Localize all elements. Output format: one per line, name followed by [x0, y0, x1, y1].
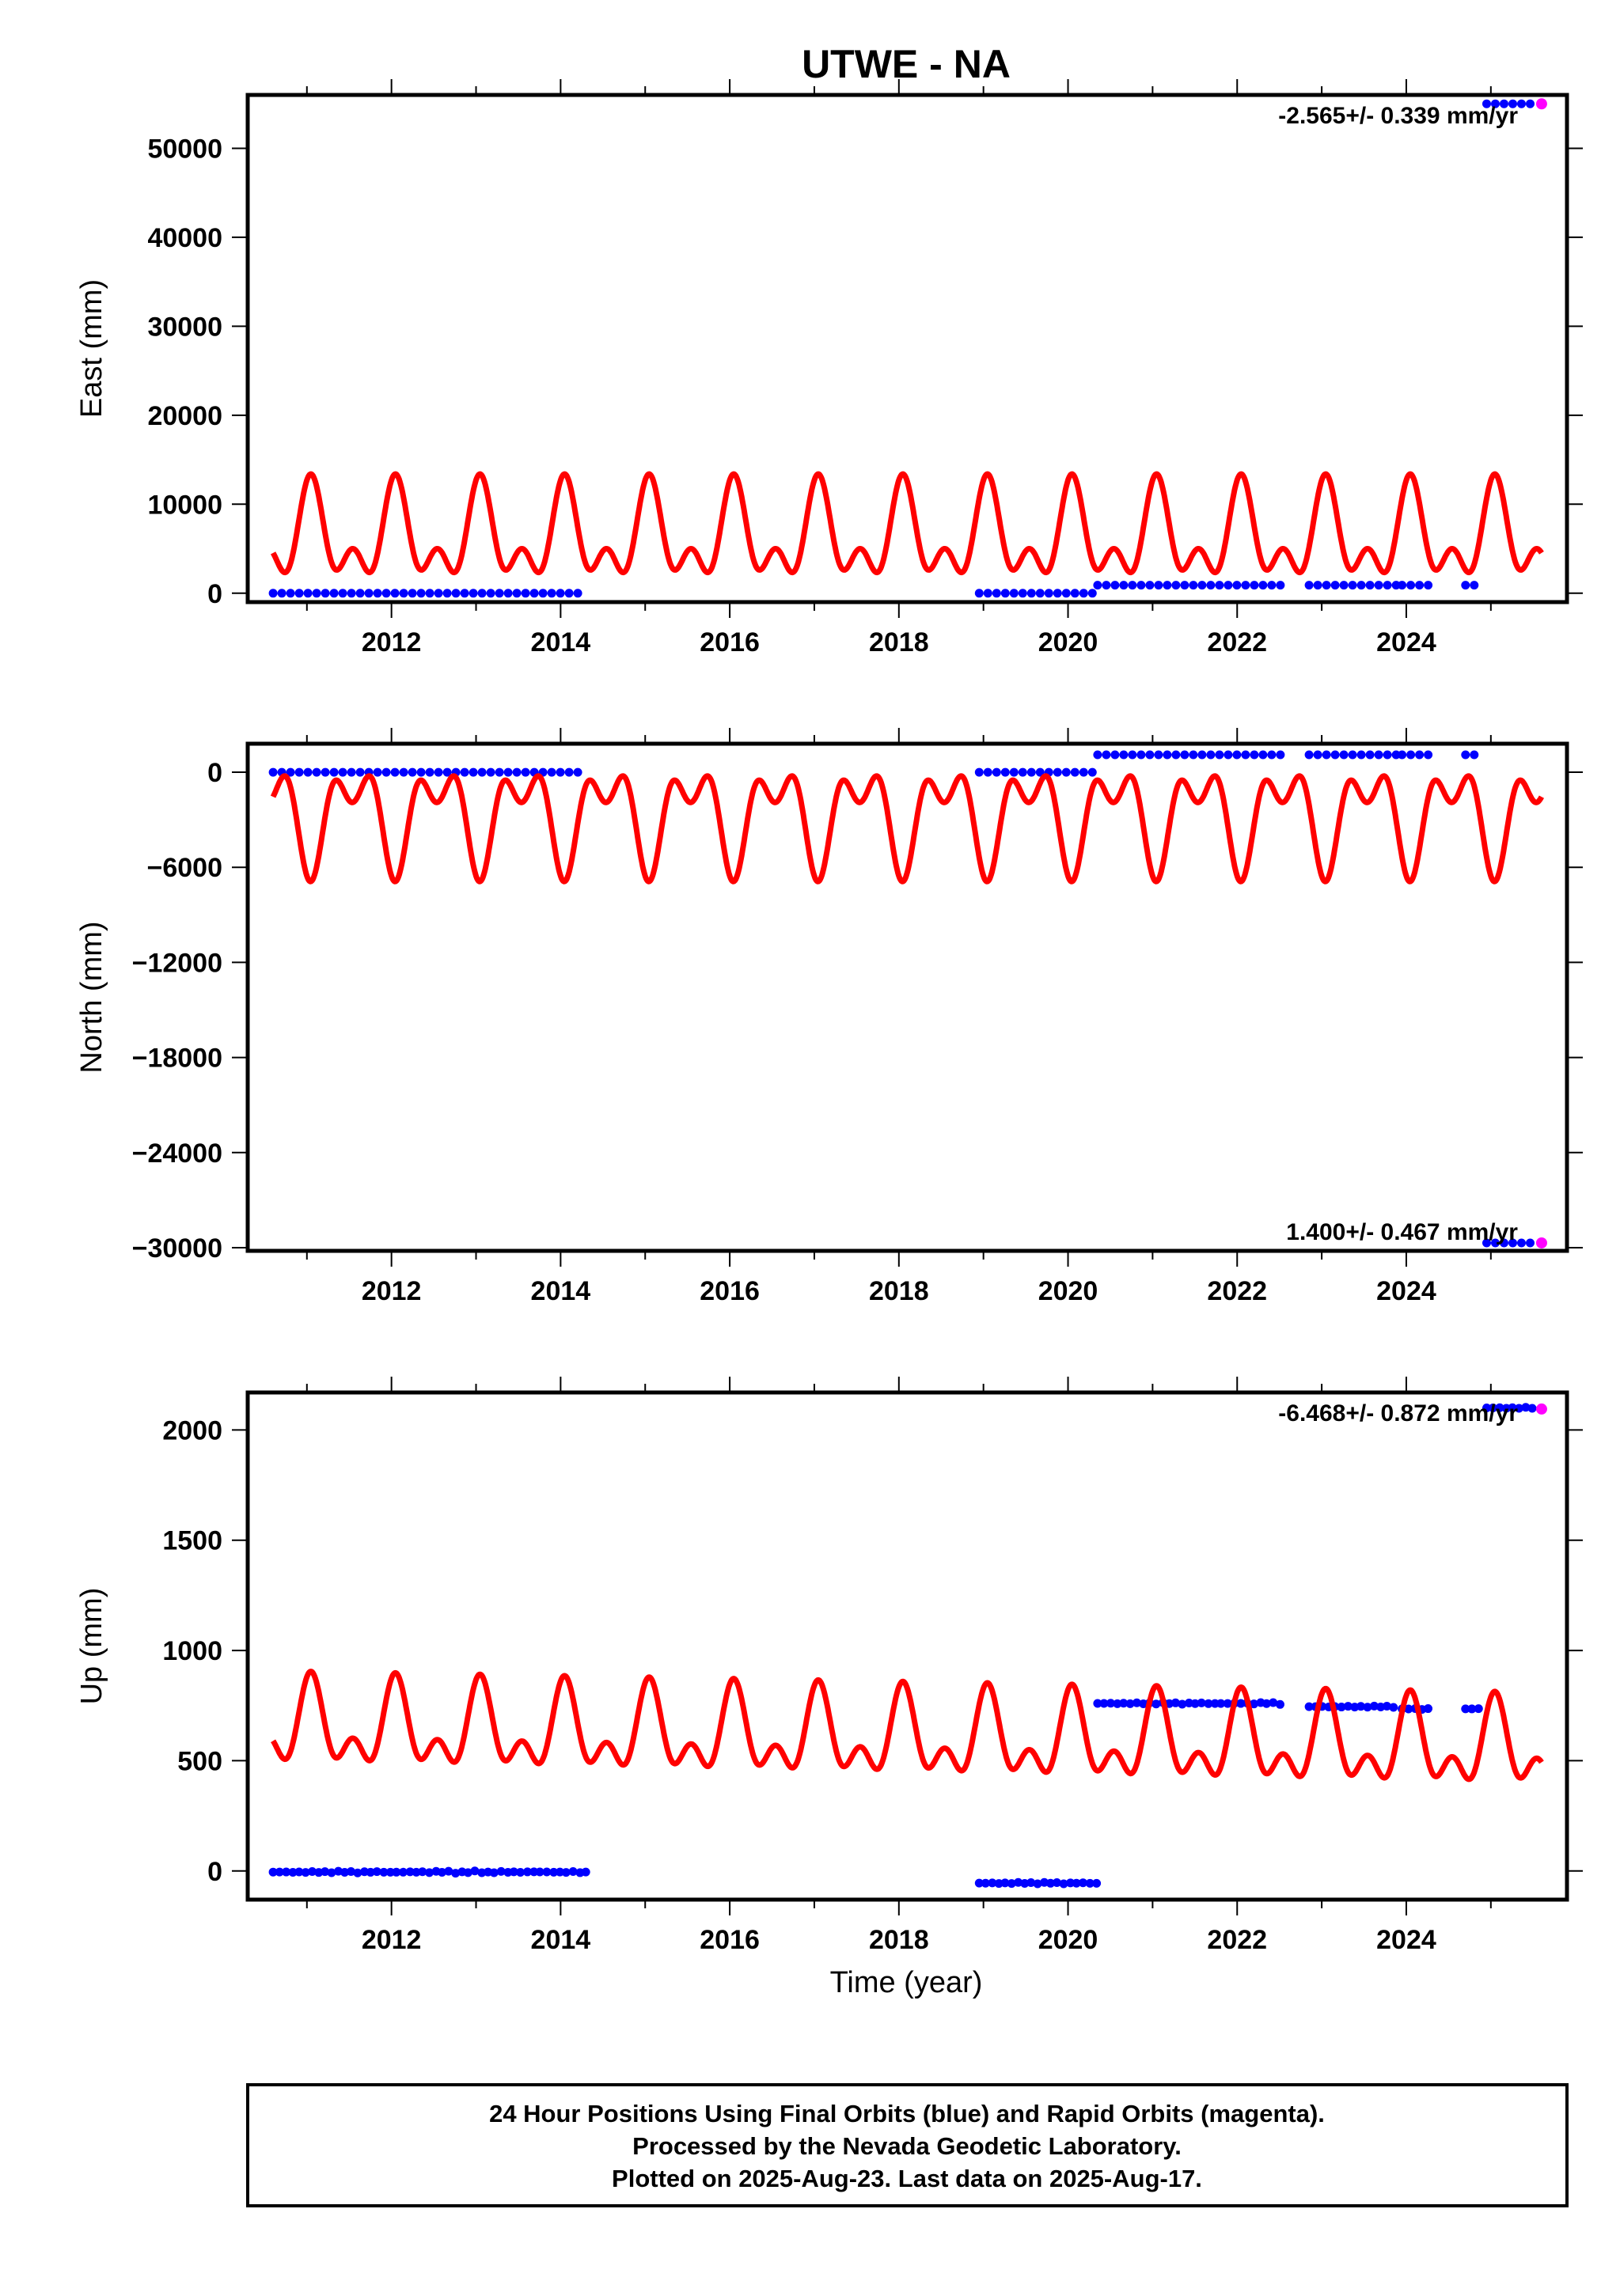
up-panel: 2012 2014 2016 2018 2020 2022 2024 0 500 1000 1500…: [75, 1377, 1583, 1955]
x-axis-label: Time (year): [830, 1966, 983, 1999]
north-panel: 2012 2014 2016 2018 2020 2022 2024 0 −6000 −12000…: [75, 728, 1583, 1306]
north-x-tick-label: 2020: [1038, 1276, 1098, 1306]
up-final-segment: [1461, 1703, 1487, 1714]
up-y-tick-label: 1000: [162, 1636, 222, 1666]
north-y-tick-label: −6000: [147, 853, 223, 883]
north-y-axis-label: North (mm): [75, 921, 108, 1073]
east-y-tick-label: 20000: [147, 401, 222, 431]
east-rapid-point: [1535, 98, 1547, 110]
north-x-tick-label: 2012: [362, 1276, 422, 1306]
up-series: [268, 1402, 1547, 1889]
east-x-tick-label: 2014: [531, 627, 591, 657]
up-y-axis-label: Up (mm): [75, 1588, 108, 1705]
up-y-tick-label: 0: [207, 1857, 222, 1887]
panels: 2012 2014 2016 2018 2020 2022 2024010000200003…: [75, 79, 1583, 1955]
up-final-segment: [1093, 1697, 1288, 1710]
east-panel: 2012 2014 2016 2018 2020 2022 2024 0 10000 20000 3…: [75, 79, 1583, 657]
east-x-tick-label: 2020: [1038, 627, 1098, 657]
east-series: [268, 98, 1547, 598]
north-x-tick-label: 2016: [700, 1276, 760, 1306]
footer-line-2: Processed by the Nevada Geodetic Laborat…: [632, 2132, 1182, 2160]
footer-line-3: Plotted on 2025-Aug-23. Last data on 202…: [612, 2165, 1202, 2192]
north-y-tick-label: 0: [207, 758, 222, 788]
up-model-curve: [271, 1669, 1544, 1783]
up-y-tick-label: 1500: [162, 1526, 222, 1556]
north-frame: [245, 741, 1569, 1253]
up-x-tick-label: 2016: [700, 1925, 760, 1955]
up-x-tick-label: 2020: [1038, 1925, 1098, 1955]
east-y-axis-label: East (mm): [75, 279, 108, 418]
east-x-tick-label: 2012: [362, 627, 422, 657]
east-y-tick-label: 30000: [147, 312, 222, 342]
up-final-segment: [1304, 1701, 1402, 1713]
north-rapid-point: [1535, 1237, 1547, 1248]
north-y-tick-label: −18000: [132, 1044, 222, 1074]
figure-title: UTWE - NA: [802, 42, 1011, 86]
north-x-tick-label: 2018: [869, 1276, 929, 1306]
north-series: [268, 750, 1547, 1248]
up-rate-label: -6.468+/- 0.872 mm/yr: [1278, 1400, 1518, 1426]
up-x-tick-label: 2012: [362, 1925, 422, 1955]
east-x-tick-label: 2018: [869, 627, 929, 657]
up-final-segment: [268, 1866, 590, 1878]
up-final-segment: [974, 1877, 1102, 1889]
up-final-segment: [1482, 1402, 1542, 1414]
north-model-curve: [270, 773, 1544, 885]
east-y-tick-label: 10000: [147, 490, 222, 520]
footer-line-1: 24 Hour Positions Using Final Orbits (bl…: [489, 2100, 1325, 2127]
up-x-tick-label: 2022: [1207, 1925, 1267, 1955]
east-model-curve: [271, 471, 1544, 576]
north-x-tick-label: 2014: [531, 1276, 591, 1306]
up-x-tick-label: 2024: [1376, 1925, 1436, 1955]
north-x-tick-label: 2024: [1376, 1276, 1436, 1306]
up-x-tick-label: 2014: [531, 1925, 591, 1955]
east-x-tick-label: 2024: [1376, 627, 1436, 657]
up-rapid-point: [1535, 1403, 1547, 1415]
east-rate-label: -2.565+/- 0.339 mm/yr: [1278, 103, 1518, 129]
north-rate-label: 1.400+/- 0.467 mm/yr: [1286, 1219, 1518, 1245]
footer-box: 24 Hour Positions Using Final Orbits (bl…: [246, 2083, 1569, 2207]
east-x-tick-label: 2016: [700, 627, 760, 657]
up-y-tick-label: 500: [177, 1746, 222, 1776]
east-frame: [245, 93, 1569, 604]
north-y-tick-label: −24000: [132, 1139, 222, 1169]
east-y-tick-label: 0: [207, 579, 222, 609]
north-x-tick-label: 2022: [1207, 1276, 1267, 1306]
up-y-tick-label: 2000: [162, 1415, 222, 1445]
up-frame: [245, 1390, 1569, 1902]
up-x-tick-label: 2018: [869, 1925, 929, 1955]
north-y-tick-label: −30000: [132, 1233, 222, 1264]
east-x-tick-label: 2022: [1207, 627, 1267, 657]
north-y-tick-label: −12000: [132, 948, 222, 978]
east-y-tick-label: 40000: [147, 223, 222, 253]
east-y-tick-label: 50000: [147, 134, 222, 164]
